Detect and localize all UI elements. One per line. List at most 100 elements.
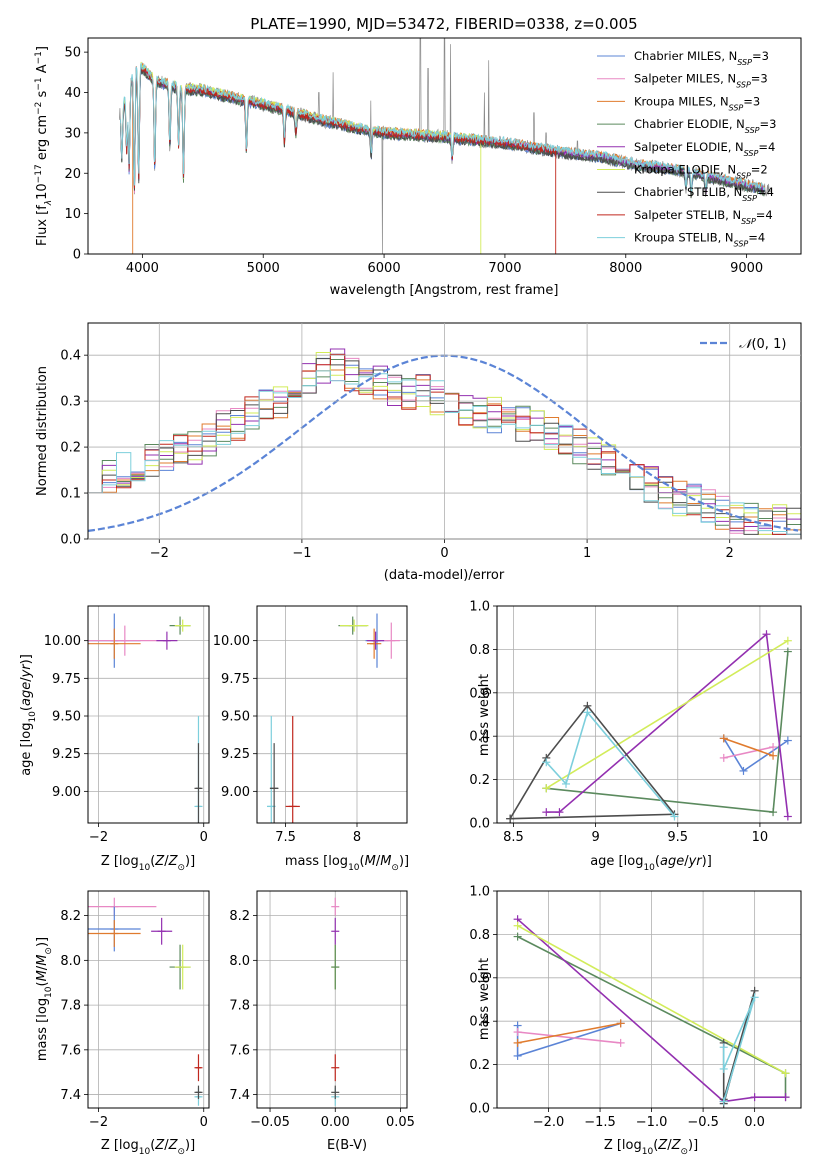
errorbar-kroupa_miles xyxy=(367,628,382,659)
weight-marker-kroupa_elodie xyxy=(542,784,551,793)
age_vs_mass-panel: 7.5 8 9.00 9.25 9.50 9.75 10.00 xyxy=(213,605,408,845)
weight_vs_age-xtick-label: 8.5 xyxy=(503,830,524,845)
weight-marker-salpeter_elodie xyxy=(762,630,771,639)
errorbar-salpeter_miles xyxy=(88,625,167,656)
weight-line-kroupa_miles xyxy=(723,737,774,757)
weight_vs_z-xtick-label: 0.0 xyxy=(744,1115,765,1130)
weight-marker-chabrier_elodie xyxy=(513,932,522,941)
errorbar-chabrier_stelib xyxy=(331,1085,340,1100)
agez-ylabel: age [log10(age/yr)] xyxy=(19,654,38,776)
age_vs_z-ytick-label: 9.00 xyxy=(52,785,81,800)
legend-label-chabrier_miles: Chabrier MILES, NSSP=3 xyxy=(634,49,769,67)
errorbar-salpeter_elodie xyxy=(151,917,173,945)
age_vs_z-ytick-label: 9.50 xyxy=(52,710,81,725)
weight-marker-kroupa_miles xyxy=(513,1038,522,1047)
mass_vs_ebv-ytick-label: 8.2 xyxy=(229,909,250,924)
residual-panel: −2 −1 0 1 2 0.0 0.1 0.2 0.3 0.4 (data-model)/erro… xyxy=(35,322,802,583)
errorbar-salpeter_stelib xyxy=(331,1054,340,1082)
errorbar-kroupa_elodie xyxy=(174,619,191,632)
residual-xlabel: (data-model)/error xyxy=(384,568,505,583)
spectrum-xlabel: wavelength [Angstrom, rest frame] xyxy=(330,283,559,298)
weight-marker-kroupa_miles xyxy=(719,734,728,743)
age_vs_z-frame xyxy=(87,605,210,824)
weight-marker-salpeter_miles xyxy=(719,753,728,762)
weight-marker-kroupa_stelib xyxy=(583,708,592,717)
mass_vs_ebv-frame xyxy=(256,890,408,1109)
weight-marker-chabrier_stelib xyxy=(506,814,515,823)
massebv-xlabel: E(B-V) xyxy=(327,1138,367,1153)
spectrum-xtick-label: 5000 xyxy=(247,261,280,276)
weight-line-salpeter_elodie xyxy=(517,918,786,1103)
spectrum-xtick-label: 4000 xyxy=(126,261,159,276)
residual-ytick-label: 0.4 xyxy=(60,349,81,364)
mass_vs_z-ytick-label: 7.8 xyxy=(60,999,81,1014)
errorbar-salpeter_elodie xyxy=(156,631,178,650)
weight-marker-salpeter_elodie xyxy=(555,808,564,817)
normal-legend-label: 𝒩(0, 1) xyxy=(739,337,786,352)
weight_vs_age-ytick-label: 1.0 xyxy=(469,600,490,615)
mass_vs_z-panel: −2 0 7.4 7.6 7.8 8.0 8.2 xyxy=(60,890,210,1130)
weight-marker-salpeter_miles xyxy=(769,743,778,752)
weight-marker-kroupa_stelib xyxy=(750,993,759,1002)
age_vs_z-ytick-label: 9.75 xyxy=(52,672,81,687)
errorbar-chabrier_stelib xyxy=(194,1085,203,1100)
age_vs_z-ytick-label: 10.00 xyxy=(44,634,81,649)
weight-line-kroupa_elodie xyxy=(517,924,786,1075)
spectrum-ytick-label: 20 xyxy=(64,167,81,182)
mass_vs_z-ytick-label: 8.0 xyxy=(60,954,81,969)
weight-marker-kroupa_stelib xyxy=(562,779,571,788)
weight_vs_z-frame xyxy=(496,890,802,1109)
residual-xtick-label: 0 xyxy=(440,546,448,561)
age_vs_mass-ytick-label: 9.75 xyxy=(221,672,250,687)
weight_vs_age-ytick-label: 0.2 xyxy=(469,773,490,788)
weight-line-kroupa_miles xyxy=(517,1022,621,1044)
mass_vs_z-xtick-label: −2 xyxy=(89,1115,108,1130)
weight-marker-salpeter_elodie xyxy=(781,1093,790,1102)
weight_vs_age-ytick-label: 0.6 xyxy=(469,686,490,701)
errorbar-salpeter_elodie xyxy=(331,917,340,945)
weight-marker-kroupa_miles xyxy=(769,751,778,760)
age_vs_z-xtick-label: −2 xyxy=(89,830,108,845)
weight_vs_z-ytick-label: 0.2 xyxy=(469,1058,490,1073)
errorbar-chabrier_stelib xyxy=(194,743,203,823)
weight-marker-chabrier_miles xyxy=(513,1051,522,1060)
spectrum-frame xyxy=(87,37,802,255)
wz-ylabel: mass weight xyxy=(477,958,492,1040)
weight-marker-salpeter_miles xyxy=(513,1028,522,1037)
mass_vs_z-xtick-label: 0 xyxy=(200,1115,208,1130)
weight-marker-kroupa_miles xyxy=(616,1019,625,1028)
errorbar-kroupa_elodie xyxy=(339,619,369,632)
errorbar-chabrier_elodie xyxy=(331,944,340,990)
age_vs_mass-xtick-label: 8 xyxy=(353,830,361,845)
mass_vs_ebv-ytick-label: 8.0 xyxy=(229,954,250,969)
spectrum-xtick-label: 6000 xyxy=(368,261,401,276)
weight_vs_z-xtick-label: −1.5 xyxy=(584,1115,616,1130)
legend-label-salpeter_elodie: Salpeter ELODIE, NSSP=4 xyxy=(634,140,775,158)
age_vs_z-panel: −2 0 9.00 9.25 9.50 9.75 10.00 xyxy=(44,605,210,845)
weight_vs_age-ytick-label: 0.4 xyxy=(469,730,490,745)
legend-label-salpeter_miles: Salpeter MILES, NSSP=3 xyxy=(634,72,768,90)
mass_vs_ebv-xtick-label: −0.05 xyxy=(250,1115,290,1130)
mass_vs_ebv-ytick-label: 7.4 xyxy=(229,1088,250,1103)
weight-marker-chabrier_elodie xyxy=(783,647,792,656)
errorbar-salpeter_elodie xyxy=(367,631,385,650)
spectrum-ytick-label: 40 xyxy=(64,86,81,101)
wage-ylabel: mass weight xyxy=(477,674,492,756)
errorbar-salpeter_miles xyxy=(382,622,400,659)
residual-xtick-label: 2 xyxy=(726,546,734,561)
residual-axes: −2 −1 0 1 2 0.0 0.1 0.2 0.3 0.4 xyxy=(60,323,801,561)
weight-line-salpeter_miles xyxy=(723,746,774,759)
mass_vs_z-ytick-label: 7.4 xyxy=(60,1088,81,1103)
weight-line-salpeter_miles xyxy=(517,1031,621,1044)
mass_vs_z-ytick-label: 8.2 xyxy=(60,909,81,924)
weight-marker-kroupa_elodie xyxy=(781,1069,790,1078)
weight-marker-salpeter_elodie xyxy=(750,1093,759,1102)
weight-marker-kroupa_stelib xyxy=(542,758,551,767)
errorbar-salpeter_stelib xyxy=(194,1054,203,1082)
age_vs_mass-ytick-label: 9.50 xyxy=(221,710,250,725)
spectrum-panel: PLATE=1990, MJD=53472, FIBERID=0338, z=0… xyxy=(34,15,802,298)
weight_vs_z-xtick-label: −0.5 xyxy=(687,1115,719,1130)
massz-ylabel: mass [log10(M/M⊙)] xyxy=(35,937,54,1061)
errorbar-chabrier_stelib xyxy=(269,743,279,823)
